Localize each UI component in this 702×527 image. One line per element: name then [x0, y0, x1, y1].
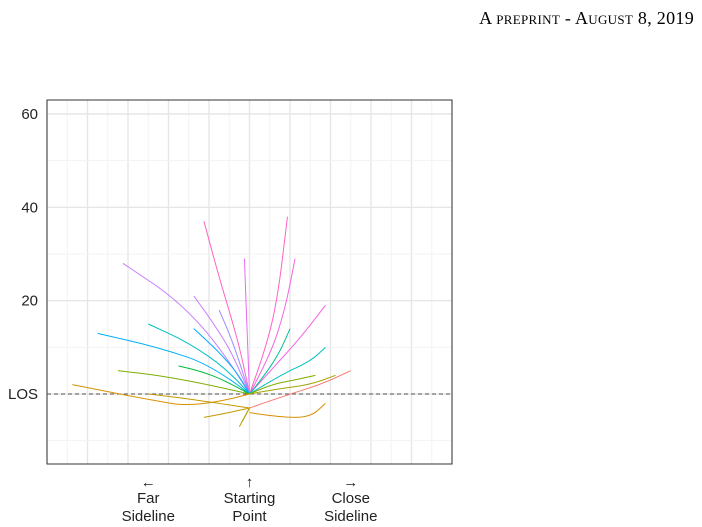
route-line-5	[249, 305, 326, 395]
route-line-11	[193, 328, 250, 395]
y-tick-label: LOS	[8, 386, 38, 403]
route-line-21	[148, 393, 250, 409]
y-tick-label: 20	[21, 293, 38, 310]
route-series	[72, 216, 351, 427]
route-line-22	[203, 407, 250, 418]
route-line-7	[193, 295, 250, 395]
x-label-line2: Sideline	[324, 508, 377, 525]
x-label-line2: Point	[232, 508, 267, 525]
route-line-17	[72, 384, 250, 405]
x-label-arrow: ↑	[246, 474, 254, 491]
route-line-16	[249, 374, 316, 395]
x-label-line1: Close	[332, 490, 370, 507]
route-line-1	[203, 221, 250, 395]
y-tick-label: 60	[21, 106, 38, 123]
route-line-19	[249, 370, 351, 409]
route-line-3	[249, 258, 296, 395]
x-label-arrow: →	[343, 474, 358, 491]
y-tick-label: 40	[21, 199, 38, 216]
route-line-20	[249, 402, 326, 418]
x-label-line1: Far	[137, 490, 160, 507]
y-axis-ticks: 60 40 20 LOS	[8, 106, 38, 403]
header-text: A preprint - August 8, 2019	[479, 8, 694, 28]
x-label-arrow: ←	[141, 474, 156, 491]
x-label-line1: Starting	[224, 490, 276, 507]
route-line-13	[249, 346, 326, 395]
route-line-12	[249, 328, 291, 395]
page-header: A preprint - August 8, 2019	[479, 8, 694, 29]
grid-lines	[46, 100, 453, 464]
plot-panel-border	[46, 99, 453, 465]
route-line-9	[97, 332, 250, 395]
route-line-2	[249, 216, 288, 395]
route-line-15	[117, 370, 250, 395]
x-label-line2: Sideline	[122, 508, 175, 525]
route-line-8	[218, 309, 250, 395]
route-line-24	[238, 407, 250, 427]
route-line-10	[148, 323, 250, 395]
route-line-4	[243, 258, 250, 395]
route-line-14	[178, 365, 250, 395]
route-line-18	[249, 374, 336, 395]
